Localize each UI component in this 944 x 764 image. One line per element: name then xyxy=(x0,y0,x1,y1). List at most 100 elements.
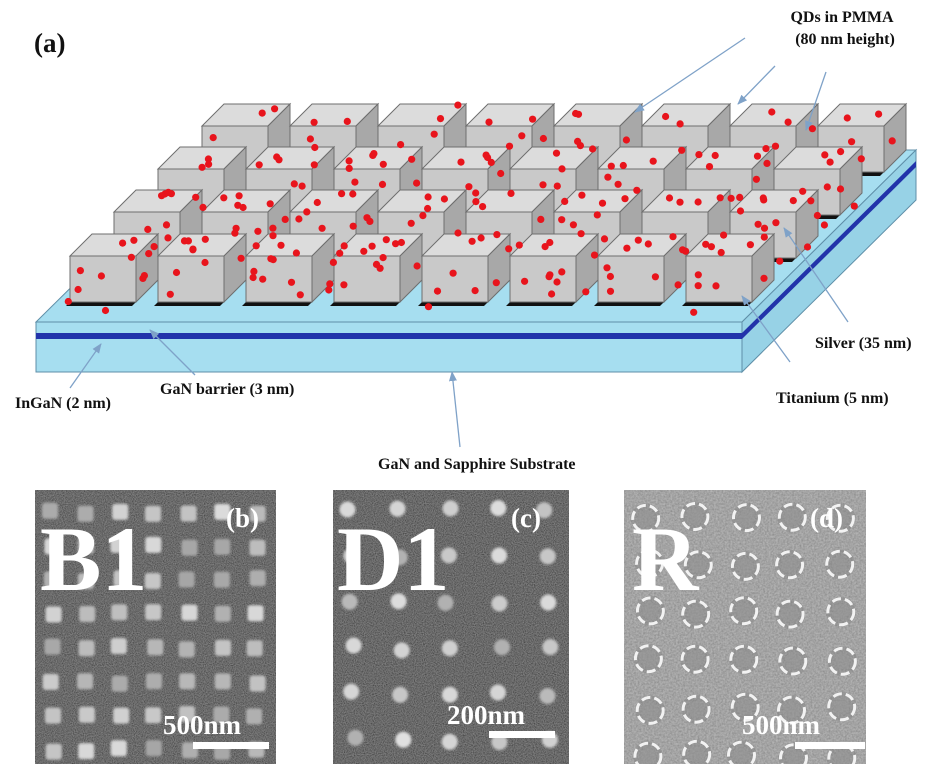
qd-dot xyxy=(789,197,797,205)
round-feature xyxy=(536,502,553,519)
panel-c-dot-array xyxy=(339,500,559,751)
cube-side-face xyxy=(839,145,863,217)
qd-dot xyxy=(366,217,374,225)
ring-feature xyxy=(729,596,759,626)
qd-dot xyxy=(772,219,780,227)
round-feature xyxy=(392,686,409,703)
qd-dot xyxy=(345,157,353,165)
quantum-well-side xyxy=(742,161,916,339)
ring-core xyxy=(784,509,801,526)
square-feature xyxy=(178,571,195,588)
panel-b-tag: (b) xyxy=(226,503,259,533)
qd-dot xyxy=(578,191,586,199)
qd-dot xyxy=(768,108,776,116)
qd-dot xyxy=(433,287,442,295)
qd-dot xyxy=(326,280,334,288)
ring-feature xyxy=(827,646,857,676)
qd-dot xyxy=(269,232,277,240)
qd-dot xyxy=(633,186,641,194)
qd-dot xyxy=(678,146,686,154)
qd-dot xyxy=(397,141,405,149)
qd-dot xyxy=(763,159,771,167)
round-feature xyxy=(347,729,364,746)
square-feature xyxy=(44,638,61,655)
ring-core xyxy=(688,746,705,763)
qd-dot xyxy=(776,257,784,265)
qd-dot xyxy=(541,243,549,251)
label-silver: Silver (35 nm) xyxy=(815,335,912,352)
qd-dot xyxy=(472,198,480,206)
qd-dot xyxy=(449,269,457,277)
qd-dot xyxy=(351,178,359,186)
ring-shadow xyxy=(633,643,664,674)
qd-dot xyxy=(716,194,724,202)
square-feature xyxy=(112,503,129,520)
ring-feature xyxy=(682,739,712,764)
qd-dot xyxy=(258,109,266,117)
ring-feature xyxy=(779,743,808,764)
arrow-ingan xyxy=(69,343,102,389)
ring-feature xyxy=(631,503,661,533)
qd-dot xyxy=(649,157,657,165)
qd-dot xyxy=(259,275,267,283)
ring-feature xyxy=(680,502,710,531)
square-feature xyxy=(77,537,94,554)
ring-feature xyxy=(777,695,806,725)
qd-dot xyxy=(249,273,257,282)
ring-shadow xyxy=(824,549,855,580)
ring-shadow xyxy=(680,644,711,675)
qd-dot xyxy=(287,278,296,286)
qd-dot xyxy=(436,115,445,123)
ring-core xyxy=(733,747,750,764)
qd-dot xyxy=(343,117,351,125)
qd-dot xyxy=(484,153,492,162)
qd-dot xyxy=(237,254,245,262)
qd-dot xyxy=(158,192,166,200)
qd-dot xyxy=(477,234,485,242)
qd-dot xyxy=(292,249,300,257)
panel-c-scale-label: 200nm xyxy=(447,700,526,730)
ring-feature xyxy=(633,644,663,674)
square-feature xyxy=(111,675,128,692)
qd-dot xyxy=(201,258,209,267)
qd-dot xyxy=(424,204,432,213)
qd-dot xyxy=(338,190,346,198)
panel-d-scale-label: 500nm xyxy=(742,710,821,740)
qd-dot xyxy=(746,241,755,249)
qd-dot xyxy=(424,193,432,201)
qd-dot xyxy=(479,203,487,211)
panel-c-scale-bar xyxy=(489,731,555,738)
qd-dot xyxy=(266,200,274,208)
ring-shadow xyxy=(775,599,806,630)
round-feature xyxy=(489,684,506,701)
panel-a-tag: (a) xyxy=(34,28,65,58)
qd-dot xyxy=(310,161,318,169)
cube-side-face xyxy=(399,232,423,304)
arrow-gan-barrier xyxy=(149,329,196,376)
ring-shadow xyxy=(825,503,856,534)
qd-dot xyxy=(290,180,298,188)
qd-dot xyxy=(505,142,514,150)
qd-dot xyxy=(644,240,652,248)
qd-dot xyxy=(619,161,627,170)
square-feature xyxy=(45,606,62,623)
qd-dot xyxy=(836,185,845,193)
ring-core xyxy=(639,748,656,764)
qd-dot xyxy=(172,268,181,277)
ring-core xyxy=(688,701,705,718)
qd-dot xyxy=(454,101,462,109)
ring-shadow xyxy=(730,692,761,723)
arrow-titanium xyxy=(741,295,791,363)
qd-dot xyxy=(826,158,834,166)
qd-dot xyxy=(144,225,152,233)
square-feature xyxy=(215,639,231,656)
square-feature xyxy=(180,505,197,522)
arrow-silver xyxy=(783,227,849,323)
qd-dot xyxy=(604,173,612,181)
qd-dot xyxy=(561,197,569,205)
qd-dot xyxy=(577,230,585,238)
qd-dot xyxy=(717,248,725,257)
qd-dot xyxy=(376,264,384,272)
panel-b-scale-label: 500nm xyxy=(163,710,242,740)
ring-feature xyxy=(680,644,710,674)
